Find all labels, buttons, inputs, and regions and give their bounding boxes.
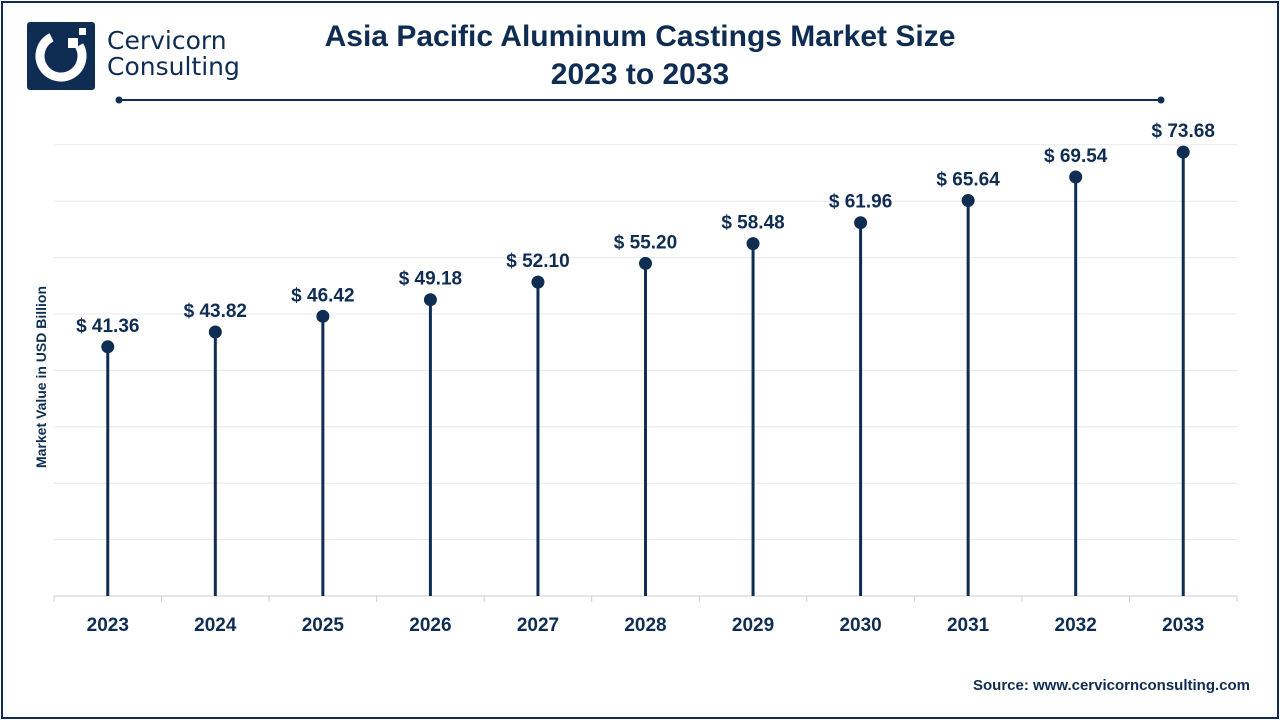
data-label-2029: $ 58.48 xyxy=(721,213,784,234)
logo-line-1: Cervicorn xyxy=(107,26,227,55)
data-point-2029 xyxy=(746,237,760,251)
x-tick-label-2032: 2032 xyxy=(1055,615,1097,636)
brand-logo: Cervicorn Consulting xyxy=(27,22,257,92)
data-point-2026 xyxy=(423,293,437,307)
data-point-2033 xyxy=(1176,145,1190,159)
data-label-2033: $ 73.68 xyxy=(1152,121,1215,142)
data-point-2028 xyxy=(639,256,652,270)
x-tick-label-2023: 2023 xyxy=(87,615,129,636)
data-point-2027 xyxy=(531,275,545,289)
cervicorn-logo-icon xyxy=(27,22,95,90)
chart-title-line-1: Asia Pacific Aluminum Castings Market Si… xyxy=(324,20,956,53)
data-labels: $ 41.36 $ 43.82 $ 46.42 $ 49.18 $ 52.10 $ 55.… xyxy=(76,121,1215,337)
data-label-2025: $ 46.42 xyxy=(291,285,354,306)
x-tick-label-2031: 2031 xyxy=(947,615,990,636)
x-tick-label-2025: 2025 xyxy=(302,615,345,636)
x-tick-label-2024: 2024 xyxy=(194,615,237,636)
source-note: Source: www.cervicornconsulting.com xyxy=(972,677,1250,694)
data-label-2024: $ 43.82 xyxy=(184,301,247,322)
x-tick-label-2027: 2027 xyxy=(517,615,559,636)
data-label-2027: $ 52.10 xyxy=(506,251,569,272)
chart-title-line-2: 2023 to 2033 xyxy=(550,58,730,91)
data-points xyxy=(101,145,1190,354)
chart-title: Asia Pacific Aluminum Castings Market Si… xyxy=(290,18,990,94)
data-point-2025 xyxy=(316,309,330,323)
data-label-2030: $ 61.96 xyxy=(829,192,892,213)
x-tick-label-2030: 2030 xyxy=(839,615,881,636)
stems xyxy=(106,152,1185,596)
data-label-2023: $ 41.36 xyxy=(76,316,139,337)
y-axis-label: Market Value in USD Billion xyxy=(33,286,49,468)
x-axis-ticks xyxy=(53,596,1238,602)
data-point-2032 xyxy=(1069,170,1083,184)
data-point-2023 xyxy=(101,340,115,354)
x-tick-label-2028: 2028 xyxy=(624,615,666,636)
data-point-2031 xyxy=(961,194,975,208)
data-point-2030 xyxy=(854,216,868,230)
data-label-2031: $ 65.64 xyxy=(936,170,1000,191)
logo-line-2: Consulting xyxy=(107,52,240,81)
x-tick-label-2026: 2026 xyxy=(409,615,451,636)
data-point-2024 xyxy=(208,325,222,339)
x-tick-labels: 2023 2024 2025 2026 2027 2028 2029 2030 2031 2032… xyxy=(87,615,1205,636)
data-label-2032: $ 69.54 xyxy=(1044,146,1108,167)
data-label-2026: $ 49.18 xyxy=(399,269,462,290)
x-tick-label-2029: 2029 xyxy=(732,615,774,636)
x-tick-label-2033: 2033 xyxy=(1162,615,1204,636)
data-label-2028: $ 55.20 xyxy=(614,232,677,253)
